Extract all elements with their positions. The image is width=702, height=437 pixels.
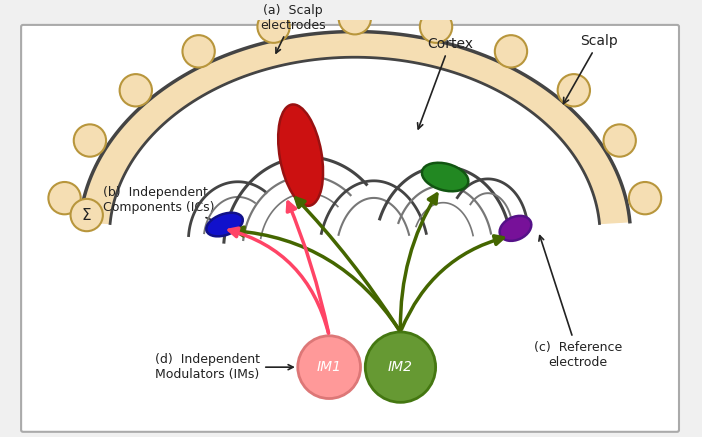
Ellipse shape bbox=[278, 104, 323, 206]
Text: IM1: IM1 bbox=[317, 360, 342, 374]
Circle shape bbox=[183, 35, 215, 67]
Circle shape bbox=[495, 35, 527, 67]
Circle shape bbox=[604, 125, 636, 157]
Text: Σ: Σ bbox=[82, 208, 91, 222]
Circle shape bbox=[258, 10, 290, 43]
Circle shape bbox=[629, 182, 661, 214]
Text: (c)  Reference
electrode: (c) Reference electrode bbox=[534, 236, 623, 368]
FancyBboxPatch shape bbox=[21, 25, 679, 432]
Text: IM2: IM2 bbox=[388, 360, 413, 374]
Text: Scalp: Scalp bbox=[564, 34, 618, 104]
Circle shape bbox=[119, 74, 152, 107]
Circle shape bbox=[420, 10, 452, 43]
Text: Cortex: Cortex bbox=[418, 37, 473, 129]
Circle shape bbox=[557, 74, 590, 107]
Polygon shape bbox=[80, 31, 630, 223]
Circle shape bbox=[338, 2, 371, 35]
Circle shape bbox=[298, 336, 361, 399]
Ellipse shape bbox=[422, 163, 468, 191]
Text: (a)  Scalp
electrodes: (a) Scalp electrodes bbox=[260, 3, 326, 53]
Circle shape bbox=[74, 125, 106, 157]
Circle shape bbox=[48, 182, 81, 214]
Text: (d)  Independent
Modulators (IMs): (d) Independent Modulators (IMs) bbox=[155, 353, 293, 381]
Ellipse shape bbox=[500, 216, 531, 241]
Circle shape bbox=[70, 199, 103, 231]
Ellipse shape bbox=[206, 213, 243, 236]
Text: (b)  Independent
Components (ICs): (b) Independent Components (ICs) bbox=[103, 186, 220, 223]
Circle shape bbox=[365, 332, 436, 402]
